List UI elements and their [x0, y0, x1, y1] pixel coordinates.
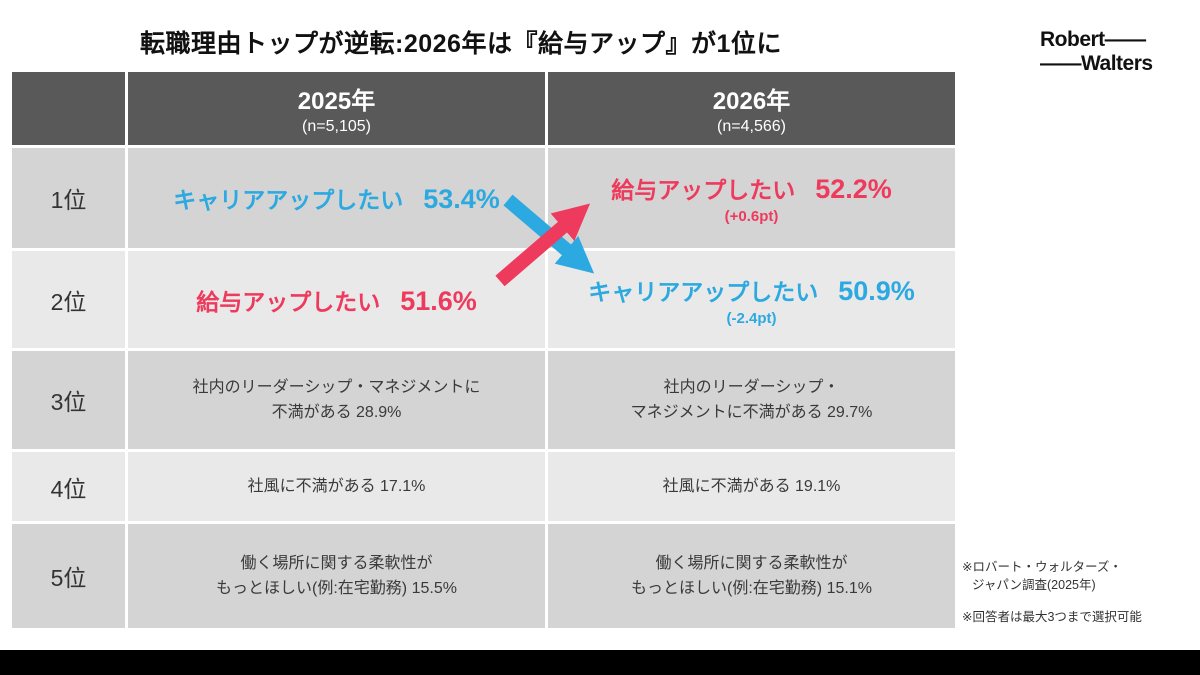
robert-walters-logo: Robert—— ——Walters: [1040, 28, 1153, 76]
rank-5-2026-cell: 働く場所に関する柔軟性が もっとほしい(例:在宅勤務) 15.1%: [548, 524, 955, 628]
header-2025-year: 2025年: [297, 88, 376, 115]
rank-1-2026-percent: 52.2%: [815, 174, 892, 204]
header-rank-cell: [12, 72, 125, 145]
header-2026-n: (n=4,566): [717, 118, 786, 135]
rank-2-2025-line: 給与アップしたい 51.6%: [196, 283, 477, 317]
rank-2-2025-cell: 給与アップしたい 51.6%: [128, 251, 545, 348]
rank-2-2025-percent: 51.6%: [400, 285, 477, 316]
footnote-source-line2: ジャパン調査(2025年): [972, 578, 1096, 592]
footnote-source-line1: ※ロバート・ウォルターズ・: [962, 560, 1122, 574]
rank-3-2025-text-line2: 不満がある 28.9%: [271, 404, 402, 421]
header-2025-n: (n=5,105): [302, 118, 371, 135]
rank-2-2025-reason: 給与アップしたい: [196, 288, 381, 315]
rank-4-label: 4位: [12, 452, 125, 521]
header-2026-cell: 2026年 (n=4,566): [548, 72, 955, 145]
rank-1-2025-reason: キャリアアップしたい: [173, 187, 404, 213]
rank-1-2026-delta: (+0.6pt): [724, 208, 779, 225]
rank-2-label: 2位: [12, 251, 125, 348]
rank-1-2025-percent: 53.4%: [423, 184, 500, 214]
rank-2-2026-delta: (-2.4pt): [726, 309, 777, 327]
rank-5-2025-cell: 働く場所に関する柔軟性が もっとほしい(例:在宅勤務) 15.5%: [128, 524, 545, 628]
rank-3-2026-cell: 社内のリーダーシップ・ マネジメントに不満がある 29.7%: [548, 351, 955, 449]
rank-3-2025-text-line1: 社内のリーダーシップ・マネジメントに: [192, 379, 481, 396]
rank-3-2025-cell: 社内のリーダーシップ・マネジメントに 不満がある 28.9%: [128, 351, 545, 449]
rank-5-label: 5位: [12, 524, 125, 628]
rank-3-2026-text-line2: マネジメントに不満がある 29.7%: [630, 404, 873, 421]
header-2025-cell: 2025年 (n=5,105): [128, 72, 545, 145]
rank-1-2025-line: キャリアアップしたい 53.4%: [173, 181, 500, 215]
rank-1-2025-cell: キャリアアップしたい 53.4%: [128, 148, 545, 248]
rank-2-2026-line: キャリアアップしたい 50.9%: [588, 273, 915, 307]
rank-3-label: 3位: [12, 351, 125, 449]
rank-3-2026-text-line1: 社内のリーダーシップ・: [663, 379, 840, 396]
rank-2-2026-reason: キャリアアップしたい: [588, 278, 819, 305]
rank-5-2026-text-line1: 働く場所に関する柔軟性が: [655, 555, 848, 572]
rank-2-2026-percent: 50.9%: [838, 275, 915, 306]
rank-1-2026-reason: 給与アップしたい: [611, 177, 796, 203]
rank-1-2026-cell: 給与アップしたい 52.2% (+0.6pt): [548, 148, 955, 248]
footnotes: ※ロバート・ウォルターズ・ ジャパン調査(2025年) ※回答者は最大3つまで選…: [962, 558, 1192, 626]
ranking-table: 2025年 (n=5,105) 2026年 (n=4,566) 1位 キャリアア…: [12, 72, 955, 628]
rank-5-2025-text-line1: 働く場所に関する柔軟性が: [240, 555, 433, 572]
header-2026-year: 2026年: [712, 88, 791, 115]
rank-4-2026-text: 社風に不満がある 19.1%: [662, 478, 841, 495]
rank-1-2026-line: 給与アップしたい 52.2%: [611, 171, 892, 205]
rank-4-2026-cell: 社風に不満がある 19.1%: [548, 452, 955, 521]
rank-4-2025-cell: 社風に不満がある 17.1%: [128, 452, 545, 521]
footnote-method: ※回答者は最大3つまで選択可能: [962, 610, 1142, 624]
logo-line-1: Robert——: [1040, 28, 1146, 51]
rank-5-2026-text-line2: もっとほしい(例:在宅勤務) 15.1%: [631, 580, 872, 597]
bottom-black-bar: [0, 650, 1200, 675]
rank-1-label: 1位: [12, 148, 125, 248]
logo-line-2: ——Walters: [1040, 52, 1153, 75]
rank-4-2025-text: 社風に不満がある 17.1%: [247, 478, 426, 495]
rank-5-2025-text-line2: もっとほしい(例:在宅勤務) 15.5%: [216, 580, 457, 597]
rank-2-2026-cell: キャリアアップしたい 50.9% (-2.4pt): [548, 251, 955, 348]
page-title: 転職理由トップが逆転:2026年は『給与アップ』が1位に: [140, 30, 782, 58]
